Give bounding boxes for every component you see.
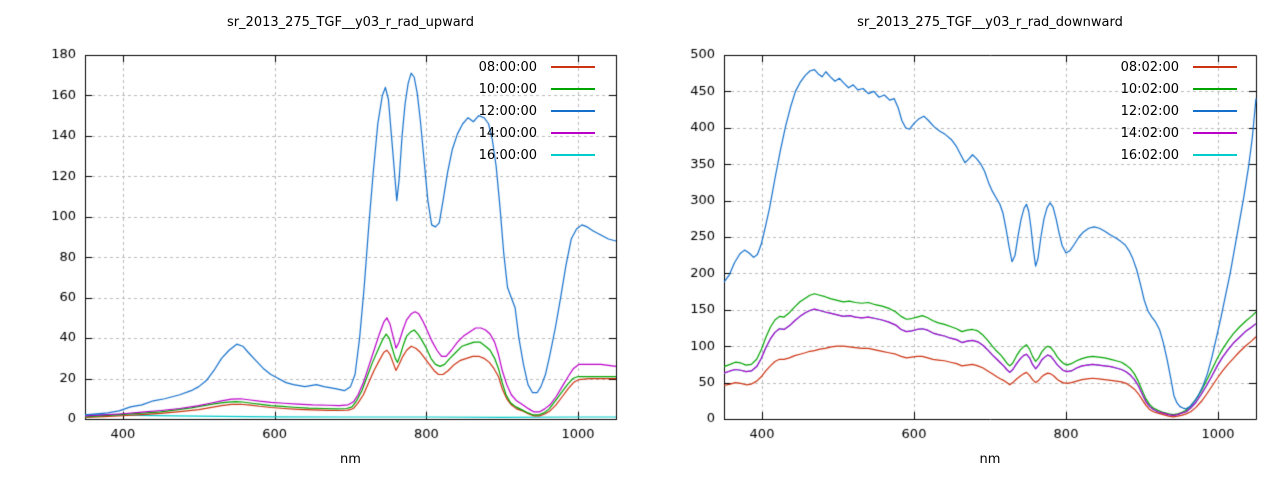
legend-line-sample (551, 66, 595, 68)
legend-item: 14:02:00 (1121, 122, 1237, 144)
legend-downward: 08:02:00 10:02:00 12:02:00 14:02:00 16:0… (1121, 56, 1237, 166)
legend-item: 16:02:00 (1121, 144, 1237, 166)
legend-label: 12:02:00 (1120, 103, 1179, 119)
legend-line-sample (551, 132, 595, 134)
legend-label: 14:02:00 (1120, 125, 1179, 141)
chart-title-downward: sr_2013_275_TGF__y03_r_rad_downward (857, 15, 1123, 30)
legend-item: 08:02:00 (1121, 56, 1237, 78)
legend-label: 12:00:00 (478, 103, 537, 119)
legend-line-sample (1193, 66, 1237, 68)
legend-line-sample (551, 154, 595, 156)
legend-item: 10:00:00 (479, 78, 595, 100)
legend-upward: 08:00:00 10:00:00 12:00:00 14:00:00 16:0… (479, 56, 595, 166)
legend-label: 08:02:00 (1120, 59, 1179, 75)
legend-line-sample (551, 110, 595, 112)
legend-item: 14:00:00 (479, 122, 595, 144)
legend-label: 16:02:00 (1120, 147, 1179, 163)
legend-item: 12:00:00 (479, 100, 595, 122)
chart-title-upward: sr_2013_275_TGF__y03_r_rad_upward (226, 15, 475, 30)
legend-label: 10:00:00 (478, 81, 537, 97)
x-axis-label-upward: nm (340, 452, 361, 467)
legend-label: 14:00:00 (478, 125, 537, 141)
legend-item: 08:00:00 (479, 56, 595, 78)
legend-line-sample (551, 88, 595, 90)
x-axis-label-downward: nm (979, 452, 1001, 467)
legend-item: 10:02:00 (1121, 78, 1237, 100)
legend-line-sample (1193, 132, 1237, 134)
legend-label: 16:00:00 (478, 147, 537, 163)
legend-item: 12:02:00 (1121, 100, 1237, 122)
legend-label: 08:00:00 (478, 59, 537, 75)
legend-line-sample (1193, 88, 1237, 90)
legend-line-sample (1193, 110, 1237, 112)
legend-label: 10:02:00 (1120, 81, 1179, 97)
legend-item: 16:00:00 (479, 144, 595, 166)
legend-line-sample (1193, 154, 1237, 156)
